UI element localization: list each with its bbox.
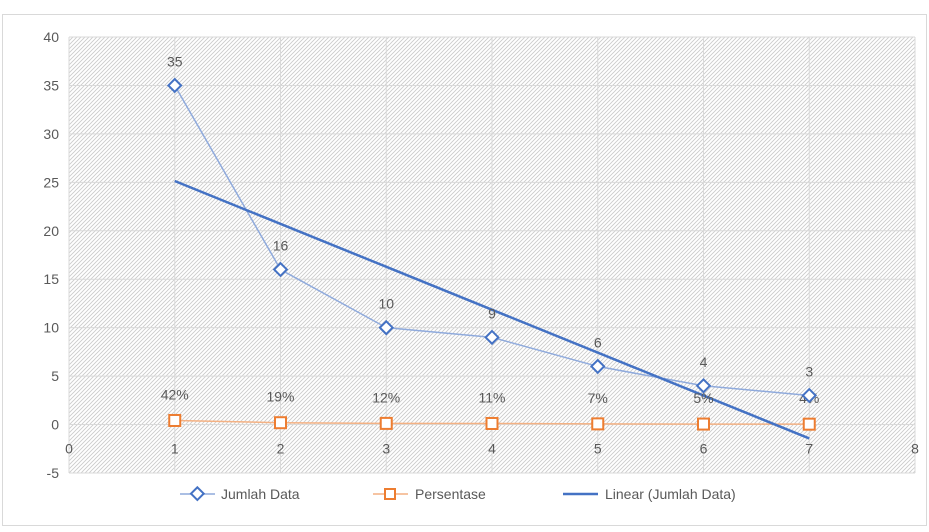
y-tick-label: 25 xyxy=(43,174,59,190)
jumlah-data-point[interactable] xyxy=(801,387,818,404)
jumlah-data-label: 16 xyxy=(273,238,289,254)
persentase-data-label: 5% xyxy=(693,390,713,406)
persentase-point[interactable] xyxy=(591,417,605,431)
jumlah-data-point[interactable] xyxy=(166,77,183,94)
x-tick-label: 1 xyxy=(171,441,179,457)
x-tick-label: 5 xyxy=(594,441,602,457)
jumlah-data-label: 4 xyxy=(700,354,708,370)
persentase-data-label: 12% xyxy=(372,389,400,405)
persentase-data-label: 7% xyxy=(588,390,608,406)
x-tick-label: 2 xyxy=(277,441,285,457)
x-tick-label: 7 xyxy=(805,441,813,457)
jumlah-data-point[interactable] xyxy=(695,378,712,394)
jumlah-data-point[interactable] xyxy=(272,261,289,278)
y-tick-label: 5 xyxy=(51,368,59,384)
legend-label: Jumlah Data xyxy=(221,486,300,502)
y-tick-label: -5 xyxy=(47,465,60,481)
legend-item-jumlah-data[interactable]: Jumlah Data xyxy=(180,485,300,502)
y-tick-label: 10 xyxy=(43,320,59,336)
x-tick-label: 0 xyxy=(65,441,73,457)
y-tick-label: 30 xyxy=(43,126,59,142)
x-tick-label: 6 xyxy=(700,441,708,457)
jumlah-data-point[interactable] xyxy=(589,358,606,375)
persentase-data-label: 19% xyxy=(266,389,294,405)
legend-item-linear-trendline[interactable]: Linear (Jumlah Data) xyxy=(563,486,736,502)
x-tick-label: 4 xyxy=(488,441,496,457)
persentase-data-label: 11% xyxy=(479,389,506,405)
jumlah-data-point[interactable] xyxy=(378,319,395,336)
y-tick-label: 35 xyxy=(43,77,59,93)
y-tick-label: 40 xyxy=(43,29,59,45)
persentase-point[interactable] xyxy=(274,416,287,430)
y-tick-label: 0 xyxy=(51,417,59,433)
persentase-point[interactable] xyxy=(168,413,182,427)
jumlah-data-label: 6 xyxy=(594,334,602,350)
jumlah-data-label: 35 xyxy=(167,53,183,69)
x-tick-label: 3 xyxy=(382,441,390,457)
linear-trendline xyxy=(174,179,810,440)
jumlah-data-label: 3 xyxy=(805,363,813,379)
persentase-point[interactable] xyxy=(802,417,816,431)
chart: -5 0 5 10 15 20 25 30 35 40 0 1 2 3 4 5 6 7 8 42% 19% 12% 11% 7… xyxy=(43,29,919,502)
legend: Jumlah Data Persentase Linear (Jumlah Da… xyxy=(180,485,736,502)
jumlah-data-label: 10 xyxy=(378,296,394,312)
y-tick-label: 20 xyxy=(43,223,59,239)
persentase-point[interactable] xyxy=(697,417,710,431)
y-tick-label: 15 xyxy=(43,271,59,287)
persentase-point[interactable] xyxy=(485,416,499,430)
persentase-point[interactable] xyxy=(379,416,393,430)
jumlah-data-label: 9 xyxy=(488,305,496,321)
legend-item-persentase[interactable]: Persentase xyxy=(373,486,486,502)
jumlah-data-point[interactable] xyxy=(484,329,500,346)
legend-label: Linear (Jumlah Data) xyxy=(605,486,736,502)
x-tick-label: 8 xyxy=(911,441,919,457)
legend-label: Persentase xyxy=(415,486,486,502)
persentase-data-label: 42% xyxy=(161,386,189,402)
chart-frame: -5 0 5 10 15 20 25 30 35 40 0 1 2 3 4 5 6 7 8 42% 19% 12% 11% 7… xyxy=(2,14,927,526)
